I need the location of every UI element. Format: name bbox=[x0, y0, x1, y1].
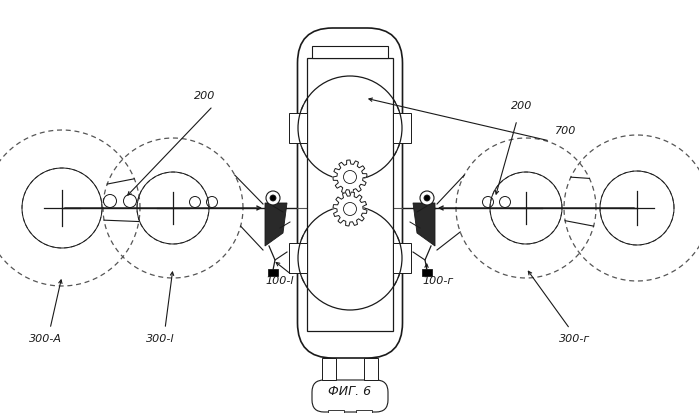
Bar bbox=[422, 269, 432, 276]
Text: 200: 200 bbox=[194, 91, 216, 101]
Bar bbox=[307, 59, 393, 331]
Circle shape bbox=[420, 192, 434, 206]
Bar bbox=[268, 269, 278, 276]
Bar bbox=[322, 358, 336, 380]
FancyBboxPatch shape bbox=[298, 29, 403, 358]
FancyBboxPatch shape bbox=[312, 380, 388, 412]
Bar bbox=[356, 410, 372, 413]
Bar bbox=[393, 243, 411, 273]
Circle shape bbox=[266, 192, 280, 206]
Bar bbox=[328, 410, 344, 413]
Bar bbox=[289, 114, 307, 144]
Bar bbox=[393, 114, 411, 144]
Polygon shape bbox=[413, 204, 435, 247]
Text: ФИГ. 6: ФИГ. 6 bbox=[328, 385, 371, 398]
Polygon shape bbox=[333, 161, 367, 195]
Polygon shape bbox=[333, 192, 367, 226]
Text: 100-г: 100-г bbox=[422, 275, 454, 285]
Text: 700: 700 bbox=[555, 126, 577, 136]
Text: 200: 200 bbox=[511, 101, 533, 111]
Bar bbox=[312, 47, 388, 59]
Circle shape bbox=[343, 203, 356, 216]
Circle shape bbox=[343, 171, 356, 184]
Circle shape bbox=[424, 195, 430, 202]
Polygon shape bbox=[265, 204, 287, 247]
Text: 100-l: 100-l bbox=[266, 275, 294, 285]
Text: 300-l: 300-l bbox=[146, 333, 174, 343]
Bar bbox=[289, 243, 307, 273]
Text: 300-г: 300-г bbox=[559, 333, 591, 343]
Text: 300-А: 300-А bbox=[29, 333, 62, 343]
Circle shape bbox=[270, 195, 276, 202]
Bar bbox=[364, 358, 378, 380]
